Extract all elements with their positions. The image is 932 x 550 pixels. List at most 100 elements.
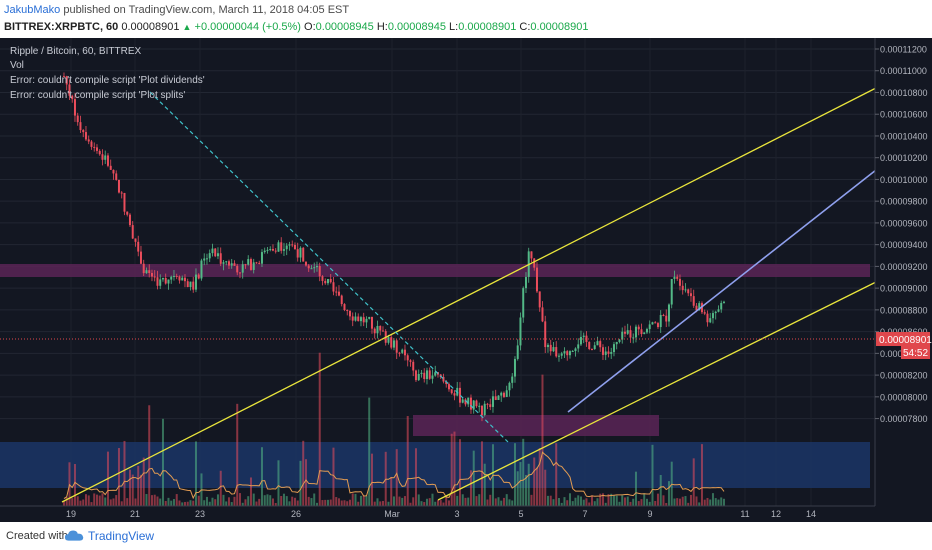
candle-body bbox=[90, 141, 93, 147]
candle-body bbox=[428, 370, 431, 379]
candle-body bbox=[365, 318, 368, 323]
x-axis-panel bbox=[0, 506, 932, 522]
candle-body bbox=[563, 351, 566, 354]
volume-bar bbox=[453, 431, 456, 506]
candle-body bbox=[310, 268, 313, 270]
candle-body bbox=[541, 307, 544, 322]
candle-body bbox=[692, 296, 695, 306]
y-tick-label: 0.00010000 bbox=[880, 175, 928, 185]
volume-bar bbox=[665, 502, 668, 506]
volume-bar bbox=[513, 443, 516, 506]
volume-bar bbox=[623, 497, 626, 506]
volume-bar bbox=[227, 497, 230, 506]
candle-body bbox=[351, 316, 354, 321]
candle-body bbox=[464, 399, 467, 405]
price-chart[interactable]: 0.00011200 0.00011000 0.00010800 0.00010600… bbox=[0, 38, 932, 522]
candle-body bbox=[717, 309, 720, 312]
candle-body bbox=[291, 244, 294, 246]
candle-body bbox=[483, 403, 486, 416]
candle-body bbox=[252, 262, 255, 270]
candle-body bbox=[513, 358, 516, 377]
publish-line: JakubMako published on TradingView.com, … bbox=[4, 4, 349, 16]
x-tick-label: 21 bbox=[130, 509, 140, 519]
candle-body bbox=[478, 405, 481, 407]
candle-body bbox=[472, 400, 475, 410]
volume-bar bbox=[145, 494, 148, 506]
volume-bar bbox=[519, 462, 522, 506]
candle-body bbox=[722, 301, 725, 303]
volume-bar bbox=[599, 493, 602, 506]
candle-body bbox=[607, 351, 610, 354]
candle-body bbox=[285, 245, 288, 250]
candle-body bbox=[255, 262, 258, 264]
header-bar: JakubMako published on TradingView.com, … bbox=[0, 0, 932, 38]
author-link[interactable]: JakubMako bbox=[4, 4, 61, 16]
volume-bar bbox=[711, 493, 714, 506]
candle-body bbox=[241, 264, 244, 273]
candle-body bbox=[522, 288, 525, 318]
candle-body bbox=[277, 242, 280, 252]
volume-bar bbox=[505, 494, 508, 506]
candle-body bbox=[269, 248, 272, 250]
candle-body bbox=[654, 322, 657, 324]
tradingview-brand-link[interactable]: TradingView bbox=[88, 529, 155, 543]
volume-bar bbox=[637, 501, 640, 506]
volume-bar bbox=[458, 439, 461, 506]
volume-bar bbox=[71, 498, 74, 506]
candle-body bbox=[491, 396, 494, 407]
volume-bar bbox=[502, 497, 505, 506]
x-tick-label: 7 bbox=[582, 509, 587, 519]
candle-body bbox=[142, 263, 145, 274]
candle-body bbox=[714, 311, 717, 314]
volume-bar bbox=[552, 499, 555, 506]
candle-body bbox=[392, 340, 395, 348]
volume-bar bbox=[489, 494, 492, 506]
volume-bar bbox=[153, 494, 156, 506]
volume-bar bbox=[656, 493, 659, 506]
candle-body bbox=[469, 397, 472, 410]
volume-bar bbox=[62, 500, 65, 506]
candle-body bbox=[673, 276, 676, 279]
candle-body bbox=[615, 341, 618, 345]
volume-bar bbox=[186, 501, 189, 506]
candle-body bbox=[651, 322, 654, 325]
volume-bar bbox=[472, 450, 475, 506]
candle-body bbox=[112, 169, 115, 174]
volume-bar bbox=[640, 499, 643, 506]
candle-body bbox=[106, 155, 109, 166]
volume-bar bbox=[483, 463, 486, 506]
volume-bar bbox=[403, 496, 406, 506]
x-tick-label: 3 bbox=[454, 509, 459, 519]
volume-bar bbox=[414, 448, 417, 506]
candle-body bbox=[720, 302, 723, 310]
volume-bar bbox=[117, 448, 120, 506]
candle-body bbox=[555, 347, 558, 357]
volume-bar bbox=[329, 499, 332, 506]
candle-body bbox=[574, 348, 577, 352]
volume-bar bbox=[82, 499, 85, 506]
volume-bars bbox=[62, 352, 725, 506]
y-tick-label: 0.00009200 bbox=[880, 262, 928, 272]
candle-body bbox=[502, 392, 505, 397]
volume-bar bbox=[442, 502, 445, 506]
candle-body bbox=[681, 285, 684, 291]
candle-body bbox=[299, 247, 302, 258]
candle-body bbox=[115, 173, 118, 180]
x-tick-label: 19 bbox=[66, 509, 76, 519]
candle-body bbox=[346, 309, 349, 311]
volume-bar bbox=[626, 496, 629, 506]
candle-body bbox=[178, 276, 181, 281]
last-price-badge bbox=[876, 332, 930, 346]
volume-bar bbox=[392, 496, 395, 506]
volume-bar bbox=[651, 444, 654, 506]
candle-body bbox=[656, 323, 659, 328]
candle-body bbox=[211, 248, 214, 254]
volume-bar bbox=[390, 476, 393, 506]
candle-body bbox=[282, 249, 285, 251]
candle-body bbox=[230, 263, 233, 266]
volume-bar bbox=[302, 440, 305, 506]
volume-bar bbox=[266, 494, 269, 506]
candle-body bbox=[480, 405, 483, 416]
volume-bar bbox=[420, 501, 423, 506]
y-tick-label: 0.00009600 bbox=[880, 218, 928, 228]
